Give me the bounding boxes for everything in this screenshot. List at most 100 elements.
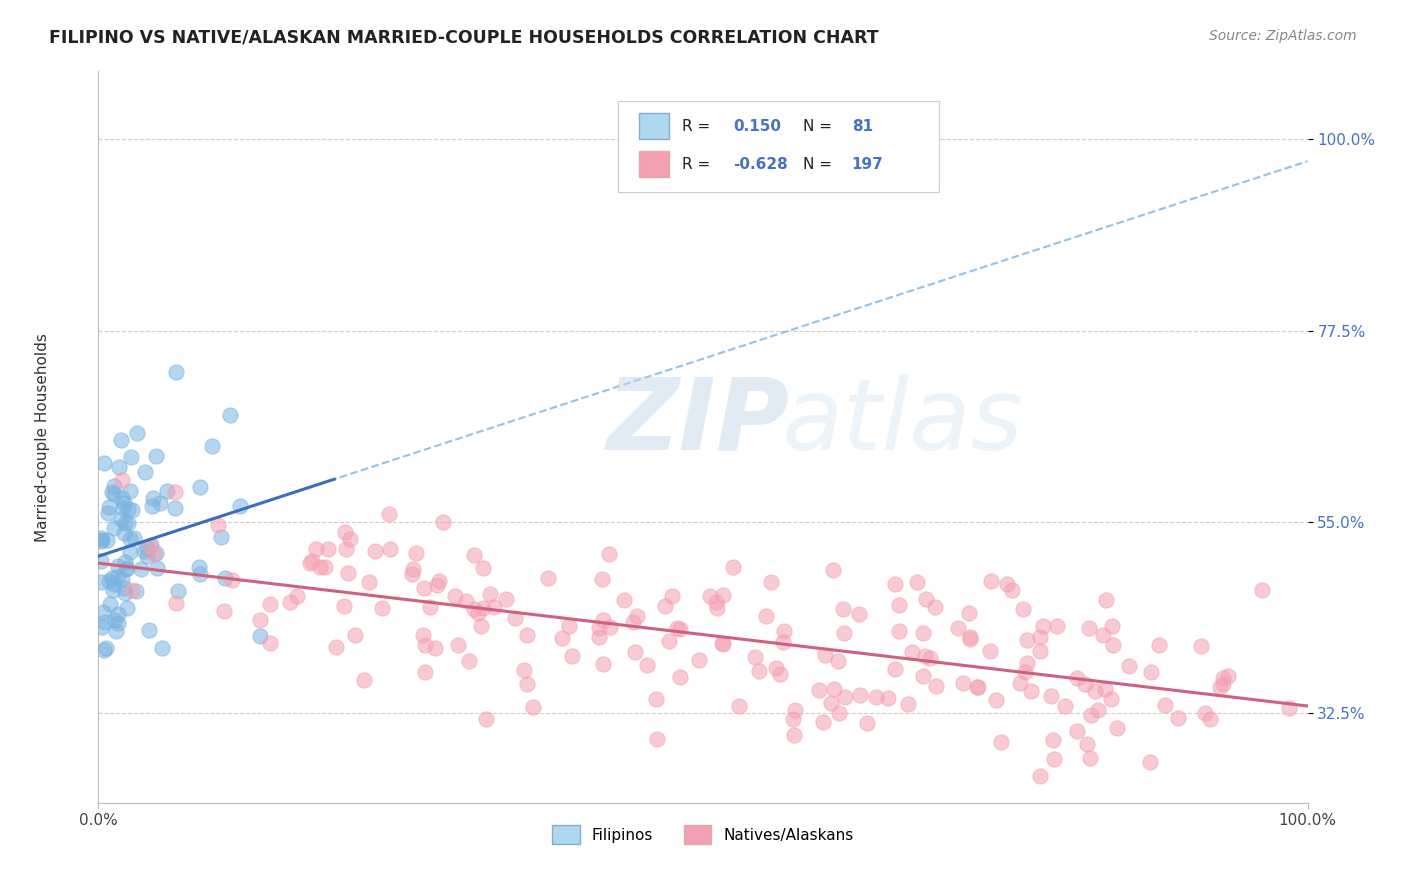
- Point: [402, 562, 425, 576]
- Text: R =: R =: [682, 119, 716, 134]
- Point: [110, 512, 132, 526]
- Point: [711, 637, 734, 651]
- Point: [1029, 631, 1052, 645]
- Point: [101, 571, 124, 585]
- Point: [1118, 659, 1140, 673]
- Point: [472, 600, 495, 615]
- Point: [668, 622, 690, 636]
- Point: [1167, 710, 1189, 724]
- Point: [887, 598, 910, 612]
- Point: [353, 673, 375, 688]
- Point: [704, 595, 727, 609]
- Point: [1101, 618, 1123, 632]
- Point: [636, 658, 658, 673]
- Point: [97, 506, 120, 520]
- Point: [107, 607, 129, 622]
- Point: [112, 526, 135, 541]
- Point: [114, 555, 136, 569]
- Point: [259, 636, 281, 650]
- Point: [1211, 672, 1233, 686]
- Point: [423, 641, 446, 656]
- Point: [557, 619, 579, 633]
- Point: [1001, 582, 1024, 597]
- Text: 0.150: 0.150: [734, 119, 782, 134]
- Point: [110, 434, 132, 448]
- Point: [187, 560, 209, 574]
- Point: [117, 502, 139, 516]
- Point: [104, 613, 127, 627]
- Point: [1074, 676, 1097, 690]
- Point: [120, 450, 142, 464]
- Point: [132, 543, 155, 558]
- Point: [145, 546, 167, 560]
- Text: ZIP: ZIP: [606, 374, 789, 471]
- Text: Source: ZipAtlas.com: Source: ZipAtlas.com: [1209, 29, 1357, 43]
- Point: [658, 634, 681, 648]
- Point: [901, 645, 924, 659]
- Point: [721, 560, 744, 574]
- Point: [1212, 677, 1234, 691]
- Point: [458, 654, 481, 668]
- Point: [1084, 683, 1107, 698]
- Point: [339, 532, 361, 546]
- Point: [748, 665, 770, 679]
- Point: [165, 484, 187, 499]
- Point: [1015, 633, 1038, 648]
- Point: [103, 520, 125, 534]
- Point: [129, 561, 152, 575]
- Point: [97, 574, 120, 589]
- Point: [98, 597, 121, 611]
- Point: [1147, 639, 1170, 653]
- Point: [101, 582, 124, 597]
- Point: [212, 604, 235, 618]
- Point: [1028, 644, 1050, 658]
- Point: [114, 585, 136, 599]
- Point: [165, 500, 187, 515]
- Point: [135, 549, 157, 563]
- Point: [772, 635, 794, 649]
- Point: [90, 531, 112, 545]
- Point: [1066, 723, 1088, 738]
- Point: [463, 601, 485, 615]
- Point: [495, 592, 517, 607]
- Point: [907, 574, 929, 589]
- Point: [1105, 722, 1128, 736]
- Point: [1102, 638, 1125, 652]
- Point: [1140, 665, 1163, 679]
- Point: [599, 620, 621, 634]
- Point: [813, 715, 835, 730]
- Point: [1080, 708, 1102, 723]
- Point: [378, 542, 401, 557]
- Point: [90, 553, 112, 567]
- Point: [124, 531, 146, 545]
- Point: [832, 625, 855, 640]
- Point: [1066, 671, 1088, 685]
- Point: [142, 491, 165, 505]
- Point: [305, 542, 328, 557]
- Point: [769, 667, 792, 681]
- Point: [823, 681, 845, 696]
- Text: atlas: atlas: [782, 374, 1024, 471]
- Point: [444, 590, 467, 604]
- Point: [914, 649, 936, 664]
- Point: [821, 563, 844, 577]
- Point: [834, 690, 856, 705]
- Point: [127, 425, 149, 440]
- Point: [103, 479, 125, 493]
- Point: [336, 566, 359, 581]
- Point: [924, 599, 946, 614]
- Point: [952, 676, 974, 690]
- Point: [475, 712, 498, 726]
- Point: [165, 365, 187, 379]
- Point: [883, 662, 905, 676]
- Point: [463, 549, 485, 563]
- Point: [111, 500, 134, 515]
- Point: [668, 670, 690, 684]
- Point: [207, 518, 229, 533]
- Point: [561, 648, 583, 663]
- Text: N =: N =: [803, 119, 837, 134]
- Point: [91, 606, 114, 620]
- Point: [814, 648, 837, 662]
- Point: [654, 599, 676, 613]
- Point: [333, 599, 356, 614]
